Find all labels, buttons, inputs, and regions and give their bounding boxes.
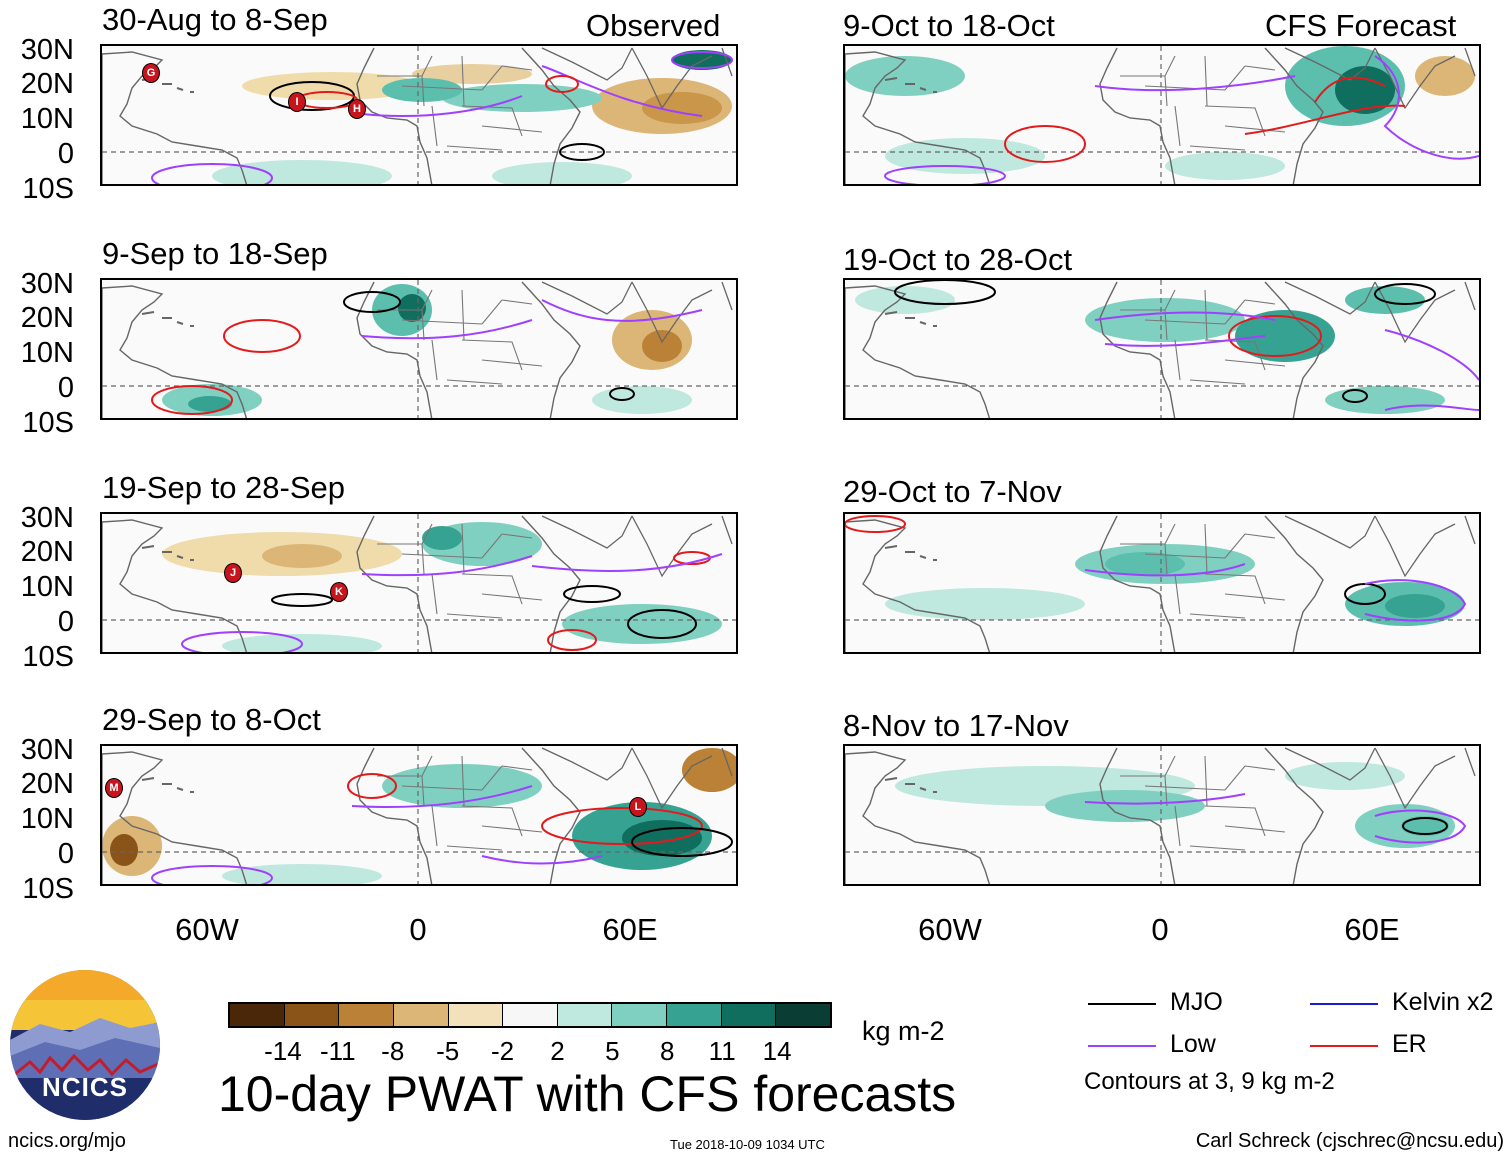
kelvin-legend-line [1310, 1003, 1378, 1005]
lat-label: 10S [22, 641, 74, 673]
footer-author: Carl Schreck (cjschrec@ncsu.edu) [1195, 1130, 1504, 1152]
colorbar-swatch [776, 1004, 831, 1026]
pwat-map [845, 46, 1479, 184]
mjo-legend-line [1088, 1003, 1156, 1005]
storm-marker: J [224, 563, 242, 583]
lat-label: 30N [20, 502, 74, 534]
pwat-map [102, 280, 736, 418]
lat-label: 30N [20, 268, 74, 300]
lon-label-60w: 60W [175, 912, 239, 947]
colorbar-tick-label: -11 [319, 1036, 356, 1066]
lat-label: 20N [20, 302, 74, 334]
pwat-map [845, 746, 1479, 884]
panel-title: 9-Oct to 18-Oct [843, 8, 1055, 43]
low-legend-line [1088, 1045, 1156, 1047]
panel-title: 9-Sep to 18-Sep [102, 236, 328, 271]
colorbar-tick-label: 5 [605, 1036, 620, 1066]
colorbar-tick-label: -8 [381, 1036, 405, 1066]
lat-label: 30N [20, 34, 74, 66]
main-title: 10-day PWAT with CFS forecasts [218, 1066, 957, 1122]
contour-note: Contours at 3, 9 kg m-2 [1084, 1068, 1335, 1095]
storm-marker: G [142, 63, 160, 83]
lon-label-60e: 60E [602, 912, 658, 947]
legend-kelvin: Kelvin x2 [1392, 988, 1494, 1016]
lat-label: 10N [20, 571, 74, 603]
colorbar-swatch [230, 1004, 285, 1026]
colorbar-tick-label: 14 [762, 1036, 792, 1066]
panel-title: 29-Oct to 7-Nov [843, 474, 1062, 509]
colorbar-tick-label: 8 [660, 1036, 675, 1066]
lat-label: 20N [20, 768, 74, 800]
storm-marker: M [105, 778, 123, 798]
colorbar-tick-label: 11 [708, 1036, 736, 1066]
pwat-map [102, 746, 736, 884]
map-panel-forecast-4 [843, 744, 1481, 886]
lat-label: 30N [20, 734, 74, 766]
pwat-map [845, 514, 1479, 652]
lat-label: 0 [57, 372, 74, 404]
lon-label-60e: 60E [1344, 912, 1400, 947]
lat-label: 10S [22, 873, 74, 905]
pwat-map [102, 46, 736, 184]
footer-url[interactable]: ncics.org/mjo [8, 1130, 126, 1152]
legend-er: ER [1392, 1030, 1427, 1058]
storm-marker: L [629, 797, 647, 817]
forecast-header: CFS Forecast [1265, 8, 1457, 43]
lat-label: 10S [22, 407, 74, 439]
panel-title: 8-Nov to 17-Nov [843, 708, 1069, 743]
lon-label-0: 0 [409, 912, 427, 947]
footer-timestamp: Tue 2018-10-09 1034 UTC [670, 1137, 825, 1152]
storm-marker: K [330, 582, 348, 602]
colorbar-swatch [339, 1004, 394, 1026]
storm-marker: H [348, 99, 366, 119]
lat-label: 20N [20, 536, 74, 568]
logo-text: NCICS [42, 1072, 128, 1102]
colorbar-swatch [503, 1004, 558, 1026]
colorbar-swatch [612, 1004, 668, 1026]
lat-label: 0 [57, 838, 74, 870]
panel-title: 30-Aug to 8-Sep [102, 2, 328, 37]
lon-label-60w: 60W [918, 912, 982, 947]
lat-label: 0 [57, 138, 74, 170]
panel-title: 19-Sep to 28-Sep [102, 470, 346, 505]
er-legend-line [1310, 1045, 1378, 1047]
colorbar-swatch [557, 1004, 613, 1026]
map-panel-forecast-3 [843, 512, 1481, 654]
lat-label: 0 [57, 606, 74, 638]
observed-header: Observed [586, 8, 721, 43]
legend-low: Low [1170, 1030, 1216, 1058]
map-panel-observed-1 [100, 44, 738, 186]
colorbar-swatch [393, 1004, 449, 1026]
colorbar-swatch [721, 1004, 777, 1026]
colorbar-tick-label: -2 [490, 1036, 515, 1066]
colorbar-swatch [667, 1004, 722, 1026]
lat-label: 10N [20, 337, 74, 369]
lat-label: 20N [20, 68, 74, 100]
colorbar-swatch [284, 1004, 340, 1026]
legend-mjo: MJO [1170, 988, 1223, 1016]
map-panel-forecast-1 [843, 44, 1481, 186]
colorbar-tick-label: -5 [436, 1036, 460, 1066]
lat-label: 10N [20, 803, 74, 835]
lon-label-0: 0 [1151, 912, 1169, 947]
panel-title: 29-Sep to 8-Oct [102, 702, 321, 737]
pwat-map [845, 280, 1479, 418]
lat-label: 10S [22, 173, 74, 205]
colorbar-units: kg m-2 [862, 1016, 945, 1046]
pwat-map [102, 514, 736, 652]
colorbar-tick-label: -14 [264, 1036, 302, 1066]
map-panel-forecast-2 [843, 278, 1481, 420]
panel-title: 19-Oct to 28-Oct [843, 242, 1073, 277]
colorbar-tick-label: 2 [550, 1036, 565, 1066]
colorbar [228, 1002, 832, 1028]
colorbar-swatch [448, 1004, 504, 1026]
storm-marker: I [288, 92, 306, 112]
map-panel-observed-2 [100, 278, 738, 420]
lat-label: 10N [20, 103, 74, 135]
ncics-logo: NCICS [10, 970, 160, 1120]
map-panel-observed-3 [100, 512, 738, 654]
